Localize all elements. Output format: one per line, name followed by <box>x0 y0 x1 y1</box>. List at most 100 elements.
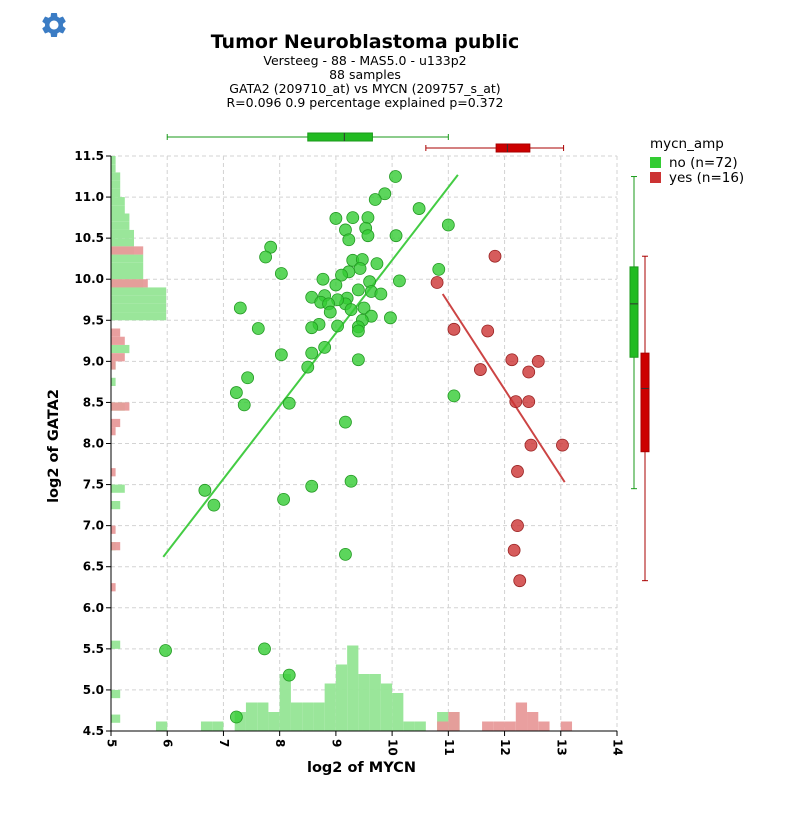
data-point-no <box>389 229 403 243</box>
data-point-no <box>198 483 212 497</box>
x-histogram-bar <box>313 702 325 731</box>
y-histogram-bar <box>111 221 130 230</box>
data-point-no <box>346 211 360 225</box>
legend-title: mycn_amp <box>650 136 724 152</box>
y-histogram-bar <box>111 583 116 592</box>
data-point-no <box>378 187 392 201</box>
data-point-no <box>305 479 319 493</box>
data-point-no <box>412 202 426 215</box>
x-histogram-bar <box>302 702 314 731</box>
x-histogram-bar <box>335 664 348 731</box>
x-histogram-bar <box>155 721 168 731</box>
data-point-no <box>357 301 371 315</box>
data-point-no <box>305 321 319 335</box>
x-histogram-bar <box>380 683 393 731</box>
legend-item-yes[interactable]: yes (n=16) <box>650 170 744 186</box>
data-point-yes <box>522 395 536 409</box>
x-histogram-bar <box>482 721 494 731</box>
y-histogram-bar <box>111 353 125 362</box>
y-histogram-bar <box>111 295 167 304</box>
y-histogram-bar <box>111 279 148 288</box>
x-histogram-bar <box>200 721 213 731</box>
y-tick-label: 7.0 <box>83 519 104 533</box>
y-tick-label: 9.0 <box>83 354 104 368</box>
data-point-no <box>282 396 296 410</box>
legend-label-no: no (n=72) <box>669 154 738 171</box>
data-point-yes <box>505 353 519 367</box>
y-tick-label: 5.0 <box>83 683 104 697</box>
y-tick-label: 4.5 <box>83 724 104 738</box>
y-axis-label: log2 of GATA2 <box>46 389 62 503</box>
legend-item-no[interactable]: no (n=72) <box>650 154 744 171</box>
data-point-no <box>384 311 397 325</box>
data-point-no <box>229 386 243 399</box>
y-histogram-bar <box>111 287 167 296</box>
y-tick-label: 7.5 <box>83 478 104 492</box>
data-point-yes <box>511 519 524 533</box>
probe-comparison: GATA2 (209710_at) vs MYCN (209757_s_at) <box>229 81 501 96</box>
y-histogram-bar <box>111 205 125 214</box>
data-point-no <box>353 262 367 275</box>
data-point-no <box>351 324 365 338</box>
x-histogram-bar <box>290 702 303 731</box>
y-tick-label: 11.5 <box>74 149 104 163</box>
x-histogram-bar <box>414 721 426 731</box>
x-boxplots <box>166 132 565 153</box>
y-tick-label: 11.0 <box>74 190 104 204</box>
y-histogram-bar <box>111 271 144 280</box>
sample-count: 88 samples <box>329 67 401 82</box>
y-box-no <box>629 266 639 358</box>
x-tick-label: 7 <box>217 739 231 747</box>
x-tick-label: 10 <box>386 739 400 756</box>
x-histogram-bar <box>527 712 539 731</box>
data-point-no <box>318 340 332 354</box>
gear-icon[interactable] <box>39 10 69 40</box>
y-histogram-bar <box>111 689 121 699</box>
data-point-yes <box>556 438 569 452</box>
data-point-no <box>159 644 172 657</box>
y-histogram-bar <box>111 525 116 534</box>
data-point-no <box>305 346 319 360</box>
data-point-no <box>282 668 296 682</box>
data-point-yes <box>531 354 545 368</box>
y-boxplots <box>629 176 650 582</box>
x-tick-label: 8 <box>273 739 287 747</box>
fit-line-yes <box>441 293 566 483</box>
data-point-no <box>237 398 251 412</box>
y-histogram-bar <box>111 180 121 189</box>
data-point-yes <box>430 276 444 289</box>
y-histogram-bar <box>111 229 134 239</box>
x-histogram-bar <box>257 702 269 731</box>
data-point-no <box>274 267 288 280</box>
y-histogram-bar <box>111 336 125 345</box>
legend-swatch-no <box>650 157 661 168</box>
data-point-no <box>368 193 382 206</box>
y-histogram-bar <box>111 164 116 173</box>
data-point-yes <box>513 574 527 588</box>
y-histogram-bar <box>111 468 116 477</box>
data-point-no <box>342 233 356 247</box>
data-point-yes <box>524 438 538 452</box>
correlation-stats: R=0.096 0.9 percentage explained p=0.372 <box>226 95 504 110</box>
x-histogram-bar <box>369 674 381 731</box>
y-histogram-bar <box>111 402 130 411</box>
x-box-yes <box>495 143 531 153</box>
data-point-yes <box>481 324 495 338</box>
data-point-no <box>335 268 348 282</box>
data-point-no <box>274 348 288 362</box>
y-histogram-bar <box>111 213 130 222</box>
data-point-no <box>351 353 365 367</box>
data-point-no <box>258 642 271 656</box>
data-point-no <box>344 303 358 317</box>
x-histogram-bar <box>504 721 516 731</box>
y-histogram-bar <box>111 714 121 723</box>
x-histogram-bar <box>403 721 415 731</box>
y-tick-label: 6.0 <box>83 601 104 615</box>
y-histogram-bar <box>111 501 121 510</box>
data-point-no <box>251 322 265 335</box>
y-histogram-bar <box>111 640 121 649</box>
data-point-no <box>339 547 352 561</box>
y-tick-label: 9.5 <box>83 313 104 327</box>
data-point-no <box>432 262 446 276</box>
